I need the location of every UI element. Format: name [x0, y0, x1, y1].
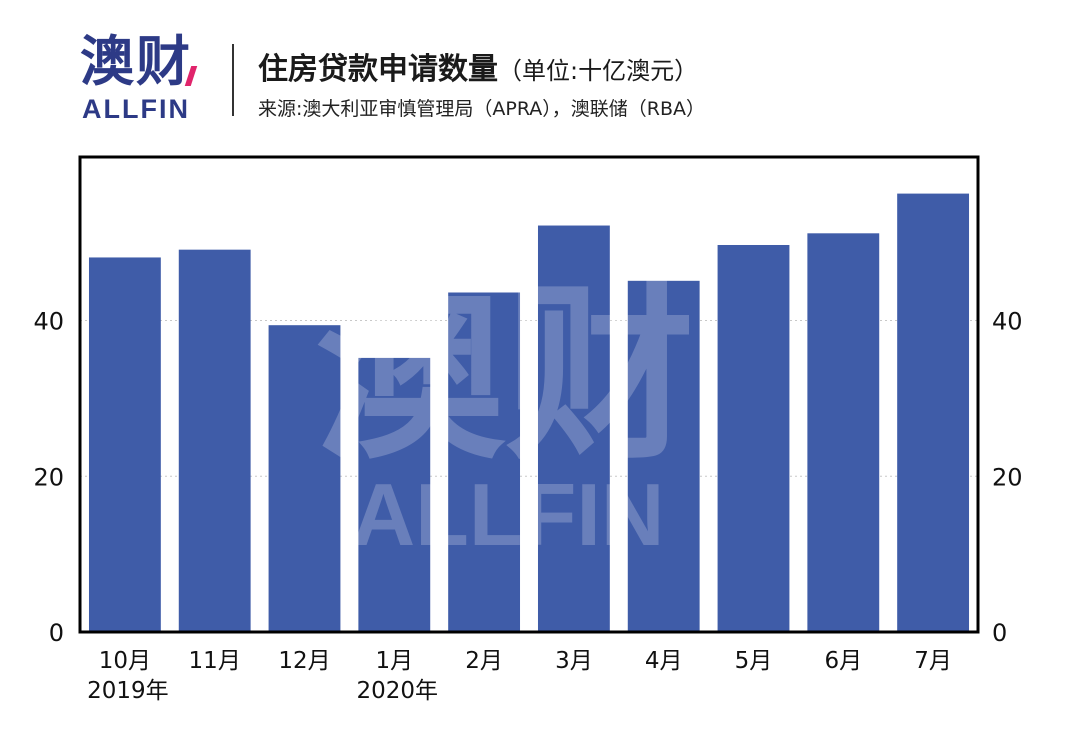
x-tick-label-6: 3月 [555, 648, 593, 674]
y-tick-left-0: 0 [49, 619, 64, 647]
bar-10 [897, 193, 970, 632]
bar-5 [448, 292, 521, 632]
bar-4 [358, 357, 431, 632]
x-tick-label-3: 12月 [278, 648, 330, 674]
bar-9 [807, 233, 880, 633]
x-tick-label-10: 7月 [914, 648, 952, 674]
header-divider [232, 44, 234, 116]
x-tick-label-2: 11月 [189, 648, 241, 674]
logo-chinese-text: 澳财 [80, 30, 192, 93]
bar-1 [88, 257, 161, 632]
title-text: 住房贷款申请数量 [258, 52, 498, 87]
title-unit: （单位:十亿澳元） [498, 57, 699, 85]
x-tick-label-7: 4月 [645, 648, 683, 674]
x-tick-label-9: 6月 [824, 648, 862, 674]
chart-title: 住房贷款申请数量（单位:十亿澳元） [258, 44, 698, 88]
watermark-english: ALLFIN [352, 465, 665, 564]
logo-english-text: ALLFIN [82, 94, 190, 124]
y-tick-right-0: 0 [992, 619, 1007, 647]
y-tick-right-40: 40 [992, 308, 1023, 336]
x-year-label-2020年: 2020年 [357, 678, 439, 704]
plot-frame [78, 155, 980, 634]
bar-7 [627, 280, 700, 632]
x-tick-label-8: 5月 [735, 648, 773, 674]
x-tick-label-1: 10月 [99, 648, 151, 674]
bar-8 [717, 244, 790, 632]
source-note: 来源:澳大利亚审慎管理局（APRA），澳联储（RBA） [258, 98, 706, 120]
x-year-label-2019年: 2019年 [87, 678, 169, 704]
bar-3 [268, 325, 341, 632]
y-tick-left-20: 20 [33, 463, 64, 491]
y-tick-right-20: 20 [992, 463, 1023, 491]
y-tick-left-40: 40 [33, 308, 64, 336]
bar-6 [537, 225, 610, 632]
x-tick-label-5: 2月 [465, 648, 503, 674]
brand-logo: 澳财 ALLFIN [80, 30, 210, 130]
x-tick-label-4: 1月 [375, 648, 413, 674]
watermark-chinese: 澳财 [315, 264, 695, 485]
bar-2 [178, 249, 251, 632]
